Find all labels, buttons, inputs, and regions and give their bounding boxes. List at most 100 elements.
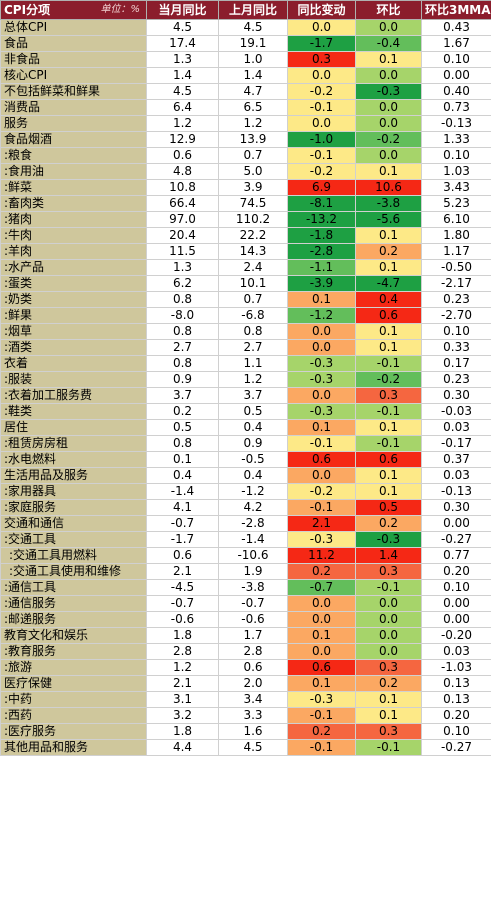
table-row: :通信工具 -4.5 -3.8 -0.7 -0.1 0.10 [0, 579, 491, 596]
header-mom: 环比 [355, 0, 422, 20]
table-row: 衣着 0.8 1.1 -0.3 -0.1 0.17 [0, 355, 491, 372]
row-mom: 0.1 [355, 339, 422, 356]
row-mom: 0.0 [355, 19, 422, 36]
row-yoy-change: -1.1 [287, 259, 356, 276]
header-unit: 单位：% [100, 4, 140, 15]
row-category-name: 消费品 [0, 99, 147, 116]
table-row: 消费品 6.4 6.5 -0.1 0.0 0.73 [0, 99, 491, 116]
row-prev-yoy: -2.8 [218, 515, 288, 532]
table-row: 非食品 1.3 1.0 0.3 0.1 0.10 [0, 51, 491, 68]
row-prev-yoy: 1.6 [218, 723, 288, 740]
row-prev-yoy: 1.0 [218, 51, 288, 68]
table-row: :邮递服务 -0.6 -0.6 0.0 0.0 0.00 [0, 611, 491, 628]
row-category-name: 交通和通信 [0, 515, 147, 532]
header-mom-3mma: 环比3MMA [421, 0, 491, 20]
row-category-name: :水电燃料 [0, 451, 147, 468]
row-mom-3mma: 0.10 [421, 147, 491, 164]
table-row: :医疗服务 1.8 1.6 0.2 0.3 0.10 [0, 723, 491, 740]
row-mom-3mma: 0.73 [421, 99, 491, 116]
row-prev-yoy: -10.6 [218, 547, 288, 564]
row-prev-yoy: 0.4 [218, 419, 288, 436]
row-mom: -3.8 [355, 195, 422, 212]
row-yoy-change: -0.3 [287, 531, 356, 548]
row-prev-yoy: 2.8 [218, 643, 288, 660]
row-prev-yoy: 3.4 [218, 691, 288, 708]
row-current-yoy: 0.8 [146, 435, 219, 452]
row-yoy-change: 11.2 [287, 547, 356, 564]
row-mom-3mma: 1.33 [421, 131, 491, 148]
row-mom-3mma: 1.67 [421, 35, 491, 52]
row-mom-3mma: 0.37 [421, 451, 491, 468]
row-category-name: 衣着 [0, 355, 147, 372]
table-row: :水电燃料 0.1 -0.5 0.6 0.6 0.37 [0, 451, 491, 468]
row-current-yoy: 1.2 [146, 115, 219, 132]
row-prev-yoy: 0.6 [218, 659, 288, 676]
row-yoy-change: 0.0 [287, 67, 356, 84]
row-category-name: 非食品 [0, 51, 147, 68]
row-mom: 0.3 [355, 387, 422, 404]
row-yoy-change: -0.3 [287, 403, 356, 420]
header-row: CPI分项 单位：% 当月同比 上月同比 同比变动 环比 环比3MMA [0, 0, 491, 20]
row-mom-3mma: -0.50 [421, 259, 491, 276]
row-yoy-change: 0.6 [287, 659, 356, 676]
row-yoy-change: 0.1 [287, 291, 356, 308]
row-mom-3mma: 0.10 [421, 51, 491, 68]
row-category-name: :畜肉类 [0, 195, 147, 212]
row-prev-yoy: -3.8 [218, 579, 288, 596]
table-row: :衣着加工服务费 3.7 3.7 0.0 0.3 0.30 [0, 387, 491, 404]
row-prev-yoy: 0.9 [218, 435, 288, 452]
row-prev-yoy: 3.3 [218, 707, 288, 724]
row-mom: -0.1 [355, 355, 422, 372]
table-row: :中药 3.1 3.4 -0.3 0.1 0.13 [0, 691, 491, 708]
row-category-name: :猪肉 [0, 211, 147, 228]
row-prev-yoy: -0.5 [218, 451, 288, 468]
row-mom: -0.1 [355, 739, 422, 756]
row-category-name: 服务 [0, 115, 147, 132]
row-category-name: :羊肉 [0, 243, 147, 260]
row-mom: 0.6 [355, 307, 422, 324]
row-mom-3mma: 0.23 [421, 291, 491, 308]
row-yoy-change: 0.0 [287, 467, 356, 484]
row-prev-yoy: 1.1 [218, 355, 288, 372]
row-yoy-change: -2.8 [287, 243, 356, 260]
row-mom: 0.0 [355, 643, 422, 660]
row-category-name: :酒类 [0, 339, 147, 356]
row-current-yoy: -0.7 [146, 595, 219, 612]
row-mom-3mma: 1.80 [421, 227, 491, 244]
row-mom: 1.4 [355, 547, 422, 564]
row-mom: 0.4 [355, 291, 422, 308]
row-mom-3mma: 3.43 [421, 179, 491, 196]
row-current-yoy: 1.3 [146, 51, 219, 68]
row-category-name: 食品烟酒 [0, 131, 147, 148]
table-row: :酒类 2.7 2.7 0.0 0.1 0.33 [0, 339, 491, 356]
row-prev-yoy: -0.6 [218, 611, 288, 628]
row-current-yoy: 3.1 [146, 691, 219, 708]
row-category-name: :衣着加工服务费 [0, 387, 147, 404]
table-row: 生活用品及服务 0.4 0.4 0.0 0.1 0.03 [0, 467, 491, 484]
row-category-name: :西药 [0, 707, 147, 724]
table-row: :交通工具使用和维修 2.1 1.9 0.2 0.3 0.20 [0, 563, 491, 580]
row-mom: 0.1 [355, 419, 422, 436]
row-yoy-change: 0.0 [287, 19, 356, 36]
row-category-name: :蛋类 [0, 275, 147, 292]
row-yoy-change: 0.0 [287, 323, 356, 340]
row-current-yoy: 0.9 [146, 371, 219, 388]
table-row: :羊肉 11.5 14.3 -2.8 0.2 1.17 [0, 243, 491, 260]
row-yoy-change: 0.3 [287, 51, 356, 68]
row-current-yoy: 4.5 [146, 83, 219, 100]
row-current-yoy: 0.5 [146, 419, 219, 436]
row-current-yoy: 3.2 [146, 707, 219, 724]
row-mom: 0.1 [355, 691, 422, 708]
table-row: :水产品 1.3 2.4 -1.1 0.1 -0.50 [0, 259, 491, 276]
row-current-yoy: 2.1 [146, 563, 219, 580]
row-current-yoy: 10.8 [146, 179, 219, 196]
row-mom: -0.2 [355, 131, 422, 148]
row-mom: 0.1 [355, 163, 422, 180]
row-yoy-change: -1.7 [287, 35, 356, 52]
row-mom: 0.1 [355, 323, 422, 340]
row-mom: -0.1 [355, 435, 422, 452]
row-mom-3mma: 0.33 [421, 339, 491, 356]
row-yoy-change: 0.0 [287, 115, 356, 132]
row-mom-3mma: 1.03 [421, 163, 491, 180]
row-mom: -0.4 [355, 35, 422, 52]
